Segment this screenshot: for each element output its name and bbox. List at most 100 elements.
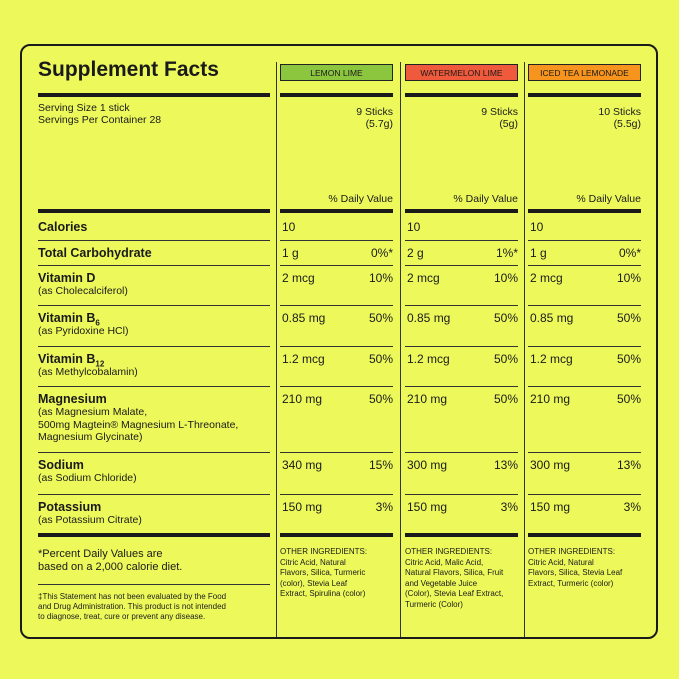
row-line [405,240,518,241]
amount: 1 g [530,246,547,260]
daily-value: 10% [493,271,518,285]
row-line [528,305,641,306]
amount: 1.2 mcg [407,352,450,366]
row-line [38,305,270,306]
amount: 2 mcg [282,271,315,285]
product-name: WATERMELON LIME [405,64,518,81]
amount: 300 mg [407,458,448,472]
weight: (5g) [499,118,518,130]
daily-value: 0%* [370,246,393,260]
daily-value: 50% [493,352,518,366]
rule [528,533,641,537]
row-line [280,305,393,306]
row-line [405,452,518,453]
daily-value: 13% [616,458,641,472]
row-line [405,265,518,266]
daily-value: 13% [493,458,518,472]
row-line [280,386,393,387]
divider [400,62,401,637]
row-line [280,240,393,241]
daily-value: 50% [616,352,641,366]
product-name: ICED TEA LEMONADE [528,64,641,81]
amount: 1.2 mcg [530,352,573,366]
ingredient: Flavors, Silica, Turmeric [280,568,366,577]
nutrient: Sodium [38,458,84,472]
ingredient: Citric Acid, Malic Acid, [405,557,484,567]
ingredient: and Vegetable Juice [405,578,478,588]
amount: 0.85 mg [282,311,326,325]
rule [280,533,393,537]
title: Supplement Facts [38,58,219,81]
ingredient: Turmeric (Color) [405,599,463,609]
row-line [528,386,641,387]
rule [38,93,270,97]
rule [528,209,641,213]
daily-value: 50% [493,392,518,406]
daily-value-header: % Daily Value [576,193,641,205]
weight: (5.7g) [365,118,393,130]
frame [20,44,658,639]
daily-value: 50% [616,311,641,325]
row-line [405,346,518,347]
nutrient-source: (as Cholecalciferol) [38,285,128,297]
rule [38,533,270,537]
row-line [280,265,393,266]
amount: 2 mcg [530,271,563,285]
nutrient-source: (as Potassium Citrate) [38,514,142,526]
row-line [405,305,518,306]
divider [524,62,525,637]
daily-value: 50% [616,392,641,406]
nutrient: Calories [38,220,88,234]
row-line [528,494,641,495]
row-line [405,494,518,495]
row-line [38,240,270,241]
disclaimer: to diagnose, treat, cure or prevent any … [38,612,206,621]
rule [528,93,641,97]
daily-value: 3% [500,500,518,514]
row-line [38,265,270,266]
rule [38,584,270,585]
nutrient: Potassium [38,500,102,514]
rule [280,93,393,97]
row-line [528,346,641,347]
product-name: LEMON LIME [280,64,393,81]
row-line [528,452,641,453]
amount: 340 mg [282,458,323,472]
daily-value: 0%* [618,246,641,260]
amount: 0.85 mg [407,311,451,325]
nutrient-source: (as Sodium Chloride) [38,472,137,484]
amount: 10 [530,220,544,234]
daily-value: 10% [616,271,641,285]
sticks: 10 Sticks [598,106,641,118]
nutrient-source: Magnesium Glycinate) [38,431,143,443]
serving: Serving Size 1 stick [38,102,130,114]
amount: 10 [282,220,296,234]
amount: 150 mg [530,500,571,514]
amount: 300 mg [530,458,571,472]
row-line [280,452,393,453]
nutrient: Vitamin B12 [38,352,105,369]
row-line [280,494,393,495]
rule [280,209,393,213]
row-line [38,452,270,453]
nutrient-source: (as Pyridoxine HCl) [38,325,129,337]
subscript: 12 [95,359,105,369]
ingredient: OTHER INGREDIENTS: [405,547,493,556]
ingredient: Citric Acid, Natural [280,557,346,567]
ingredient: Extract, Turmeric (color) [528,578,614,588]
nutrient-source: 500mg Magtein® Magnesium L-Threonate, [38,418,239,431]
amount: 150 mg [282,500,323,514]
ingredient: OTHER INGREDIENTS: [528,547,616,556]
amount: 210 mg [407,392,448,406]
nutrient-source: (as Magnesium Malate, [38,406,148,418]
nutrient: Total Carbohydrate [38,246,152,260]
daily-value-header: % Daily Value [453,193,518,205]
nutrient: Vitamin D [38,271,96,285]
daily-value: 15% [368,458,393,472]
ingredient: Citric Acid, Natural [528,557,594,567]
footnote: *Percent Daily Values are [38,548,163,560]
daily-value: 50% [368,352,393,366]
rule [405,93,518,97]
ingredient: OTHER INGREDIENTS: [280,547,368,556]
